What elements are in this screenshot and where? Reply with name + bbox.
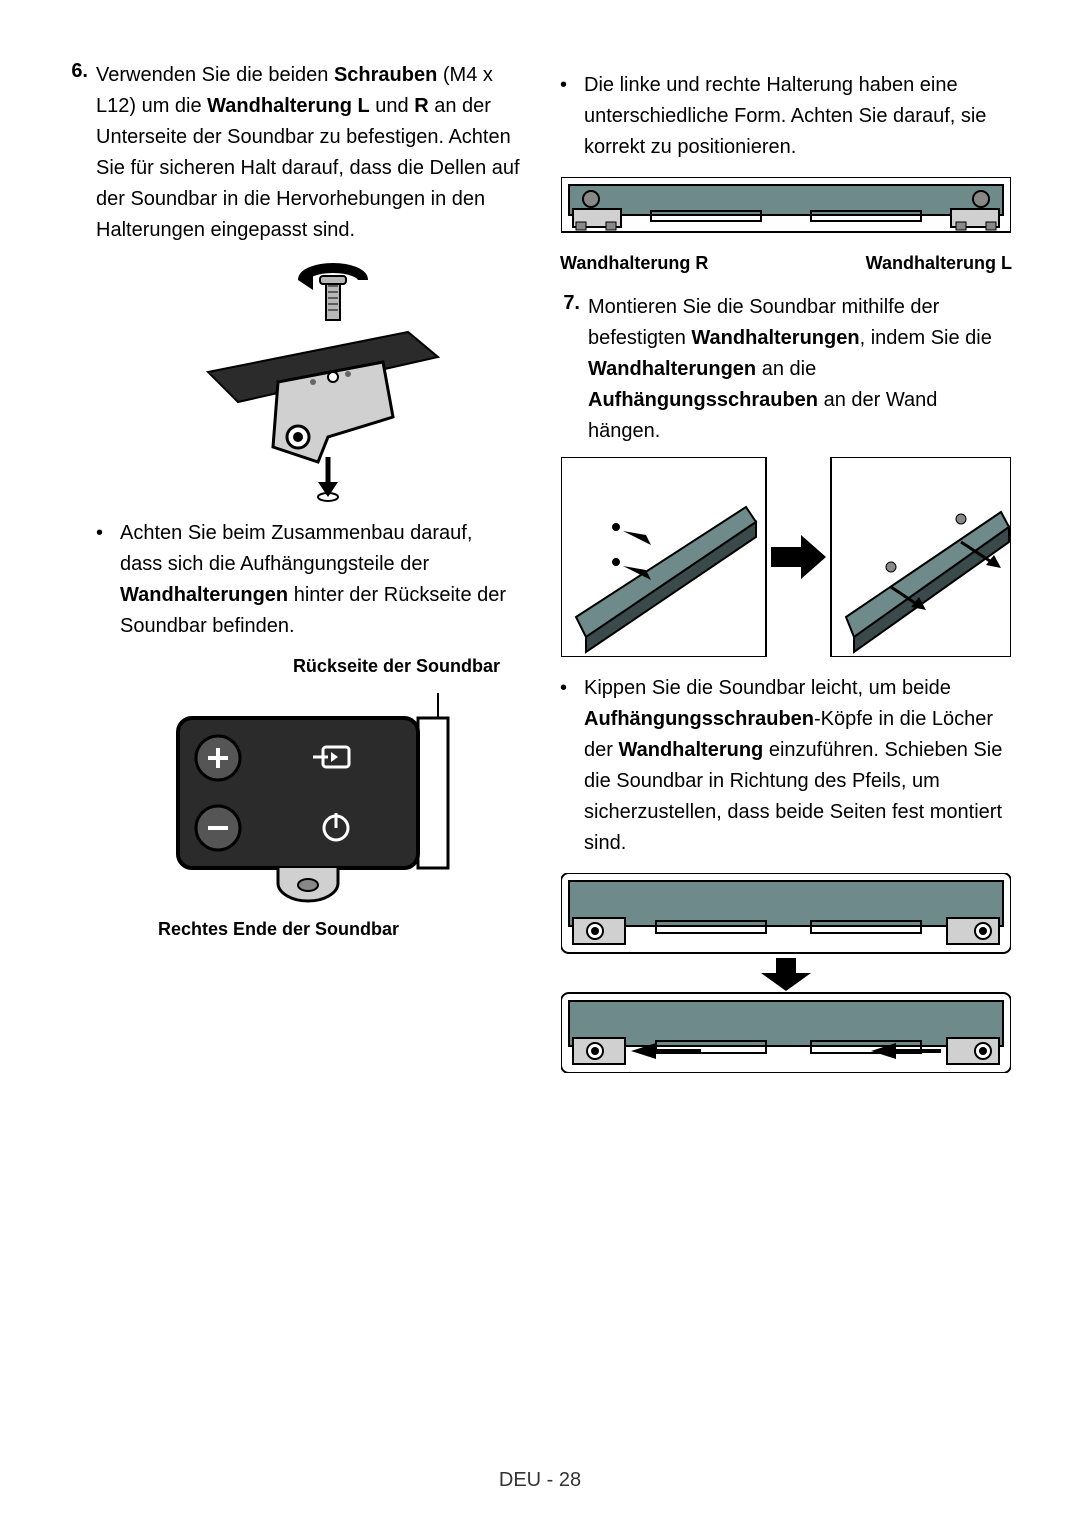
caption-right-end: Rechtes Ende der Soundbar xyxy=(158,919,520,940)
bullet-shape-note: • Die linke und rechte Halterung haben e… xyxy=(560,70,1012,163)
step-7: 7. Montieren Sie die Soundbar mithilfe d… xyxy=(560,292,1012,447)
page-footer: DEU - 28 xyxy=(0,1469,1080,1492)
step-number: 6. xyxy=(68,60,96,246)
figure-hang-screws xyxy=(561,457,1011,657)
figure-screw-bracket xyxy=(178,262,448,502)
step-number: 7. xyxy=(560,292,588,447)
bullet-assembly-note: • Achten Sie beim Zusammenbau darauf, da… xyxy=(96,518,520,642)
caption-back: Rückseite der Soundbar xyxy=(68,656,500,677)
label-wandhalterung-r: Wandhalterung R xyxy=(560,253,708,274)
left-column: 6. Verwenden Sie die beiden Schrauben (M… xyxy=(68,60,520,1440)
step-7-text: Montieren Sie die Soundbar mithilfe der … xyxy=(588,292,1012,447)
right-column: • Die linke und rechte Halterung haben e… xyxy=(560,60,1012,1440)
bullet-tilt-note: • Kippen Sie die Soundbar leicht, um bei… xyxy=(560,673,1012,859)
step-6-text: Verwenden Sie die beiden Schrauben (M4 x… xyxy=(96,60,520,246)
figure-brackets-rl xyxy=(561,177,1011,237)
label-wandhalterung-l: Wandhalterung L xyxy=(866,253,1012,274)
step-6: 6. Verwenden Sie die beiden Schrauben (M… xyxy=(68,60,520,246)
figure-slide-lock xyxy=(561,873,1011,1073)
figure-soundbar-end xyxy=(158,693,458,903)
bracket-labels: Wandhalterung R Wandhalterung L xyxy=(560,253,1012,274)
